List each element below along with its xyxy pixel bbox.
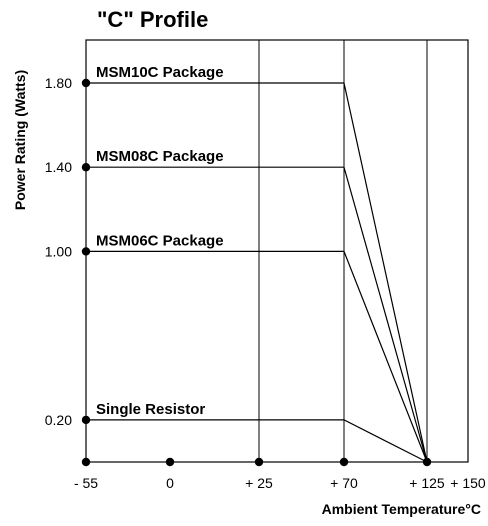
x-tick-label: + 125 (409, 475, 445, 491)
x-tick-label: + 150 (450, 475, 486, 491)
series-line-msm06c (86, 250, 428, 463)
data-point-marker (81, 247, 91, 256)
y-tick-label: 0.20 (45, 412, 72, 428)
data-point-marker (422, 457, 432, 467)
series-line-msm08c (86, 166, 428, 463)
data-point-marker (254, 457, 264, 467)
y-tick-label: 1.00 (45, 243, 72, 259)
y-axis-title: Power Rating (Watts) (12, 70, 28, 210)
x-tick-label: + 25 (245, 475, 273, 491)
plot-area: MSM10C Package MSM08C Package MSM06C Packa… (45, 39, 486, 491)
data-point-marker (81, 163, 91, 172)
series-label: MSM08C Package (96, 148, 224, 165)
x-tick-label: + 70 (330, 475, 358, 491)
data-point-marker (339, 457, 349, 467)
y-tick-label: 1.40 (45, 159, 72, 175)
series-line-single-resistor (86, 419, 428, 463)
series-label: MSM10C Package (96, 64, 224, 81)
data-point-marker (81, 78, 91, 88)
series-label: Single Resistor (96, 401, 205, 418)
chart-title: "C" Profile (97, 7, 208, 32)
data-point-marker (81, 415, 91, 425)
y-tick-label: 1.80 (45, 75, 72, 91)
x-axis-title: Ambient Temperature°C (322, 501, 481, 517)
series-line-msm10c (86, 82, 428, 463)
x-tick-label: - 55 (74, 475, 98, 491)
data-point-marker (81, 457, 91, 467)
x-tick-label: 0 (166, 475, 174, 491)
data-point-marker (165, 457, 175, 467)
series-label: MSM06C Package (96, 232, 224, 249)
